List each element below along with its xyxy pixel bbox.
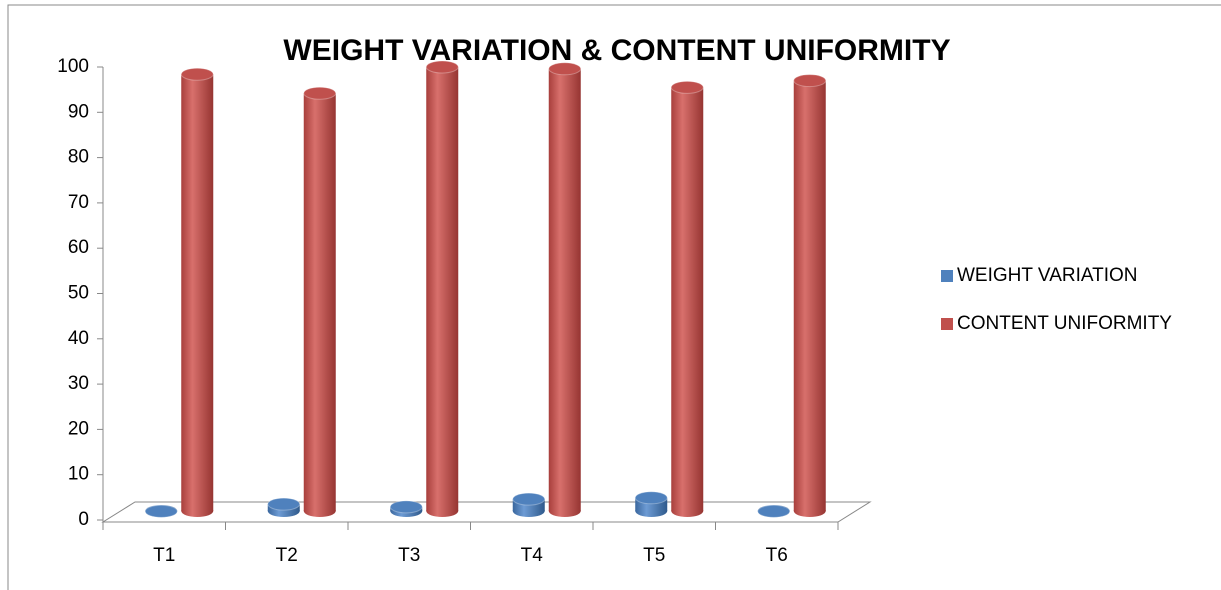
y-tick-label: 50 <box>68 283 89 304</box>
bar <box>793 80 826 511</box>
floor <box>101 501 872 523</box>
x-tick-label: T5 <box>643 545 665 566</box>
y-tick-label: 20 <box>68 418 89 439</box>
x-tick-label: T2 <box>276 545 298 566</box>
bar-top <box>389 500 423 514</box>
y-tick-label: 40 <box>68 328 89 349</box>
bar-top <box>548 62 582 76</box>
legend-label: CONTENT UNIFORMITY <box>957 313 1172 334</box>
bar-top <box>425 60 459 74</box>
legend-label: WEIGHT VARIATION <box>957 265 1138 286</box>
bar <box>426 67 459 511</box>
x-tick-label: T1 <box>153 545 175 566</box>
bar-top <box>670 80 704 94</box>
bar-top <box>634 491 668 505</box>
x-tick-label: T6 <box>766 545 788 566</box>
bar-top <box>793 74 827 88</box>
legend-swatch <box>941 270 953 282</box>
bar-top <box>757 504 791 518</box>
y-tick-label: 0 <box>78 509 89 530</box>
bar-top <box>267 497 301 511</box>
y-tick-label: 90 <box>68 101 89 122</box>
y-tick-label: 100 <box>57 56 89 77</box>
bar <box>548 68 581 511</box>
y-tick-label: 10 <box>68 464 89 485</box>
x-tick-label: T4 <box>521 545 544 566</box>
bar <box>181 74 214 512</box>
frame <box>7 4 1221 590</box>
y-tick-label: 70 <box>68 192 89 213</box>
y-tick-label: 80 <box>68 147 89 168</box>
y-tick-label: 30 <box>68 373 89 394</box>
x-tick-label: T3 <box>398 545 420 566</box>
y-tick-label: 60 <box>68 237 89 258</box>
bar-top <box>180 67 214 81</box>
bar-top <box>303 86 337 100</box>
bar <box>303 93 336 512</box>
bar <box>671 87 704 511</box>
legend-swatch <box>941 318 953 330</box>
chart-title: WEIGHT VARIATION & CONTENT UNIFORMITY <box>283 34 950 67</box>
bar-top <box>512 492 546 506</box>
bar-top <box>144 504 178 518</box>
